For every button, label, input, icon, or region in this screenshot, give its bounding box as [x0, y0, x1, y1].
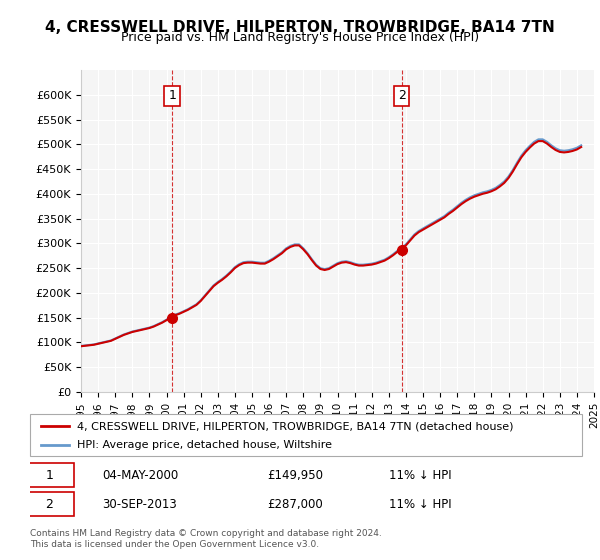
FancyBboxPatch shape — [25, 463, 74, 487]
Text: 04-MAY-2000: 04-MAY-2000 — [102, 469, 178, 482]
Text: 4, CRESSWELL DRIVE, HILPERTON, TROWBRIDGE, BA14 7TN: 4, CRESSWELL DRIVE, HILPERTON, TROWBRIDG… — [45, 20, 555, 35]
Text: 1: 1 — [46, 469, 53, 482]
Text: 4, CRESSWELL DRIVE, HILPERTON, TROWBRIDGE, BA14 7TN (detached house): 4, CRESSWELL DRIVE, HILPERTON, TROWBRIDG… — [77, 421, 514, 431]
Text: 2: 2 — [398, 89, 406, 102]
Text: 30-SEP-2013: 30-SEP-2013 — [102, 498, 176, 511]
Text: Contains HM Land Registry data © Crown copyright and database right 2024.
This d: Contains HM Land Registry data © Crown c… — [30, 529, 382, 549]
Text: 1: 1 — [168, 89, 176, 102]
Text: 2: 2 — [46, 498, 53, 511]
Text: Price paid vs. HM Land Registry's House Price Index (HPI): Price paid vs. HM Land Registry's House … — [121, 31, 479, 44]
Text: £287,000: £287,000 — [268, 498, 323, 511]
Text: 11% ↓ HPI: 11% ↓ HPI — [389, 469, 451, 482]
FancyBboxPatch shape — [25, 492, 74, 516]
Text: HPI: Average price, detached house, Wiltshire: HPI: Average price, detached house, Wilt… — [77, 440, 332, 450]
FancyBboxPatch shape — [30, 414, 582, 456]
Text: 11% ↓ HPI: 11% ↓ HPI — [389, 498, 451, 511]
Text: £149,950: £149,950 — [268, 469, 323, 482]
